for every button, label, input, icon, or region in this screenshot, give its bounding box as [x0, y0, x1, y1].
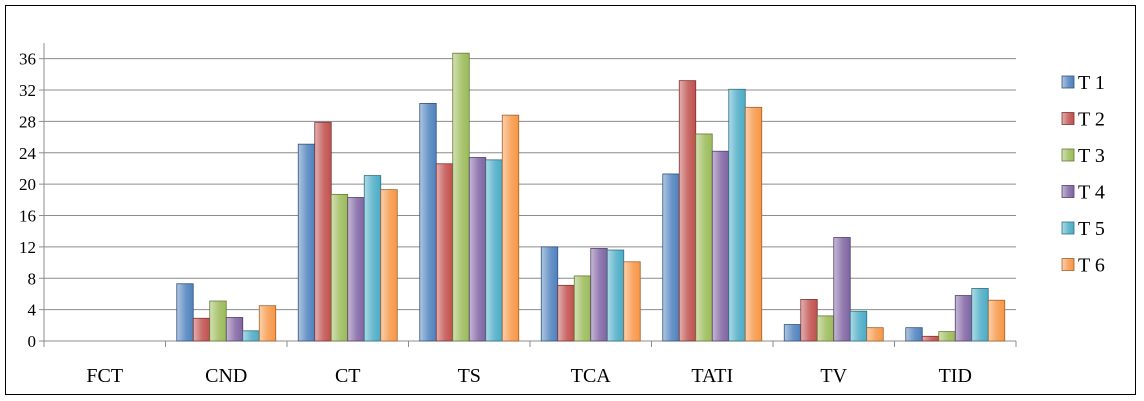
x-tick-label: CT [335, 365, 361, 387]
x-tick-label: FCT [86, 365, 123, 387]
legend-label: T 3 [1078, 145, 1105, 167]
bar-tati-t6 [744, 106, 763, 342]
legend: T 1 T 2 T 3 T 4 T 5 T 6 [1061, 72, 1105, 277]
legend-swatch [1061, 258, 1075, 271]
bar-tca-t5 [606, 249, 625, 342]
bar-tv-t3 [816, 315, 835, 342]
x-tick-label: TV [820, 365, 847, 387]
bar-tid-t2 [921, 335, 940, 342]
bar-cnd-t2 [192, 317, 211, 342]
y-tick-label: 16 [19, 207, 36, 226]
legend-label: T 1 [1078, 72, 1105, 94]
bar-cnd-t3 [209, 300, 227, 342]
y-tick-label: 36 [19, 50, 36, 69]
y-tick-label: 20 [19, 175, 36, 194]
bar-cnd-t5 [242, 330, 260, 342]
y-tick-label: 24 [19, 144, 37, 163]
axis-labels: 0 4 8 12 16 20 24 28 32 36 FCT CND CT TS TCA TATI TV TID [19, 50, 972, 387]
bar-cnd-t6 [258, 305, 277, 342]
bar-tca-t3 [573, 275, 592, 342]
bar-tca-t1 [540, 246, 559, 342]
bar-tati-t5 [728, 88, 746, 342]
legend-label: T 5 [1078, 218, 1105, 240]
bar-ts-t5 [485, 159, 503, 342]
bar-tca-t2 [557, 284, 575, 342]
bar-tv-t1 [783, 324, 802, 342]
legend-label: T 2 [1078, 109, 1105, 131]
y-tick-label: 4 [28, 301, 37, 320]
legend-swatch [1061, 75, 1075, 89]
bar-ct-t3 [330, 193, 349, 342]
gridlines [39, 58, 1016, 342]
bar-ts-t1 [419, 102, 437, 342]
bar-tid-t3 [938, 331, 956, 342]
bar-tv-t6 [866, 327, 884, 342]
bar-ct-t2 [314, 121, 332, 342]
y-tick-label: 32 [19, 81, 36, 100]
y-tick-label: 8 [28, 269, 37, 288]
x-tick-label: TATI [691, 365, 733, 387]
bar-tati-t3 [695, 133, 713, 342]
bar-tati-t4 [711, 150, 730, 342]
bar-tid-t4 [954, 295, 973, 342]
x-tick-label: CND [205, 365, 247, 387]
bar-tv-t2 [800, 299, 818, 342]
bar-tv-t5 [849, 310, 868, 342]
x-tick-label: TID [939, 365, 972, 387]
bar-tid-t5 [971, 288, 989, 342]
legend-swatch [1061, 221, 1075, 235]
bar-ct-t1 [297, 143, 316, 342]
bar-ct-t6 [380, 189, 398, 342]
bar-tati-t1 [662, 173, 680, 342]
y-tick-label: 0 [28, 332, 37, 351]
x-tick-label: TCA [571, 365, 612, 387]
legend-label: T 6 [1078, 255, 1105, 277]
bar-cnd-t1 [176, 283, 194, 342]
bar-ts-t4 [468, 157, 487, 342]
bars [176, 52, 1006, 342]
bar-tid-t1 [905, 327, 923, 342]
bar-ct-t5 [363, 175, 382, 342]
bar-tid-t6 [987, 299, 1006, 342]
legend-swatch [1061, 148, 1075, 162]
legend-label: T 4 [1078, 182, 1105, 204]
bar-cnd-t4 [225, 317, 244, 342]
bar-ts-t2 [435, 163, 454, 342]
legend-swatch [1061, 185, 1075, 198]
bar-tati-t2 [678, 80, 697, 342]
bar-ts-t6 [501, 114, 520, 342]
bar-ct-t4 [347, 197, 365, 342]
x-tick-label: TS [458, 365, 481, 387]
legend-swatch [1061, 112, 1075, 125]
bar-ts-t3 [452, 52, 470, 342]
bar-tca-t4 [590, 248, 608, 342]
bar-tv-t4 [833, 237, 851, 342]
y-tick-label: 28 [19, 112, 36, 131]
bar-tca-t6 [623, 261, 641, 342]
y-tick-label: 12 [19, 238, 36, 257]
